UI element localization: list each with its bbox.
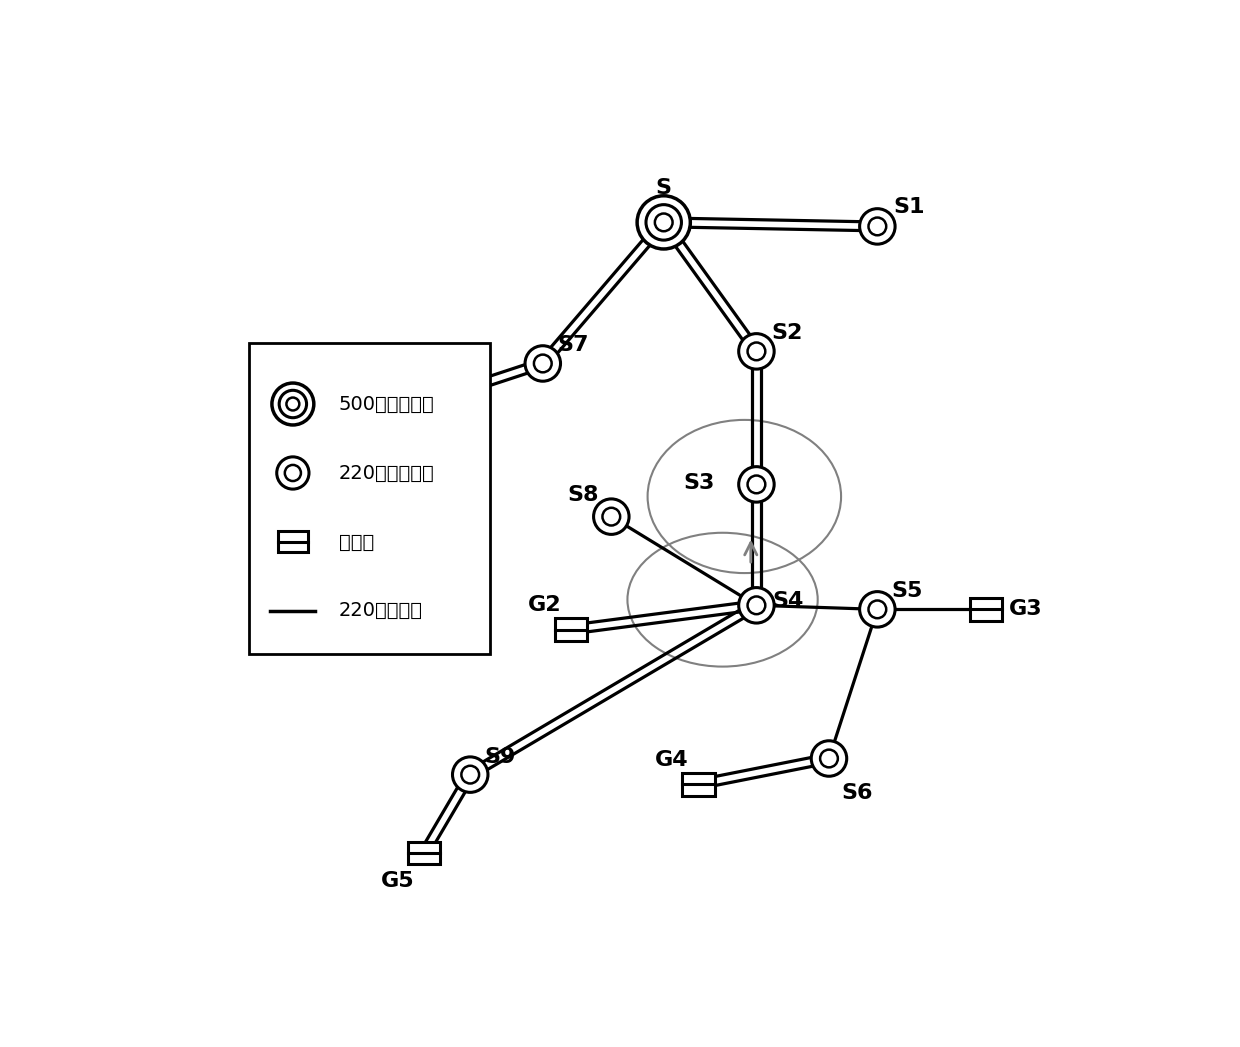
Text: G4: G4 [655,750,688,770]
Text: S2: S2 [771,324,802,343]
Text: 500千伏变电站: 500千伏变电站 [339,395,434,414]
Text: S7: S7 [557,335,589,355]
Bar [248,343,490,653]
Text: S9: S9 [485,747,516,766]
Circle shape [603,508,620,526]
Bar [554,618,587,641]
Circle shape [594,499,629,534]
Text: S6: S6 [841,783,873,803]
Circle shape [525,346,560,381]
Circle shape [748,475,765,493]
Circle shape [739,334,774,370]
Text: G5: G5 [381,870,414,891]
Text: S5: S5 [892,581,924,601]
Circle shape [637,196,691,249]
Text: S: S [656,178,672,198]
Circle shape [748,597,765,615]
Circle shape [820,750,838,767]
Bar [970,598,1002,621]
Text: S8: S8 [568,485,599,505]
Text: 220千伏线路: 220千伏线路 [339,601,423,621]
Text: G3: G3 [1009,599,1043,620]
Circle shape [279,391,306,418]
Text: 220千伏变电站: 220千伏变电站 [339,464,434,483]
Circle shape [859,208,895,244]
Circle shape [461,765,479,783]
Circle shape [285,465,301,481]
Circle shape [859,592,895,627]
Circle shape [272,383,314,425]
Circle shape [739,587,774,623]
Circle shape [286,398,299,410]
Circle shape [868,601,887,618]
Circle shape [453,757,489,793]
Bar [412,391,444,413]
Text: 发电厂: 发电厂 [339,533,374,552]
Circle shape [739,467,774,503]
Circle shape [534,355,552,373]
Text: S1: S1 [894,197,925,217]
Bar [682,773,714,796]
Text: S3: S3 [683,473,714,493]
Circle shape [646,204,682,240]
Circle shape [277,456,309,489]
Text: S4: S4 [773,592,804,611]
Bar [278,532,309,553]
Circle shape [811,741,847,776]
Text: G1: G1 [384,366,418,386]
Circle shape [868,218,887,236]
Bar [408,842,440,864]
Circle shape [748,342,765,360]
Circle shape [655,214,672,231]
Text: G2: G2 [528,595,562,615]
